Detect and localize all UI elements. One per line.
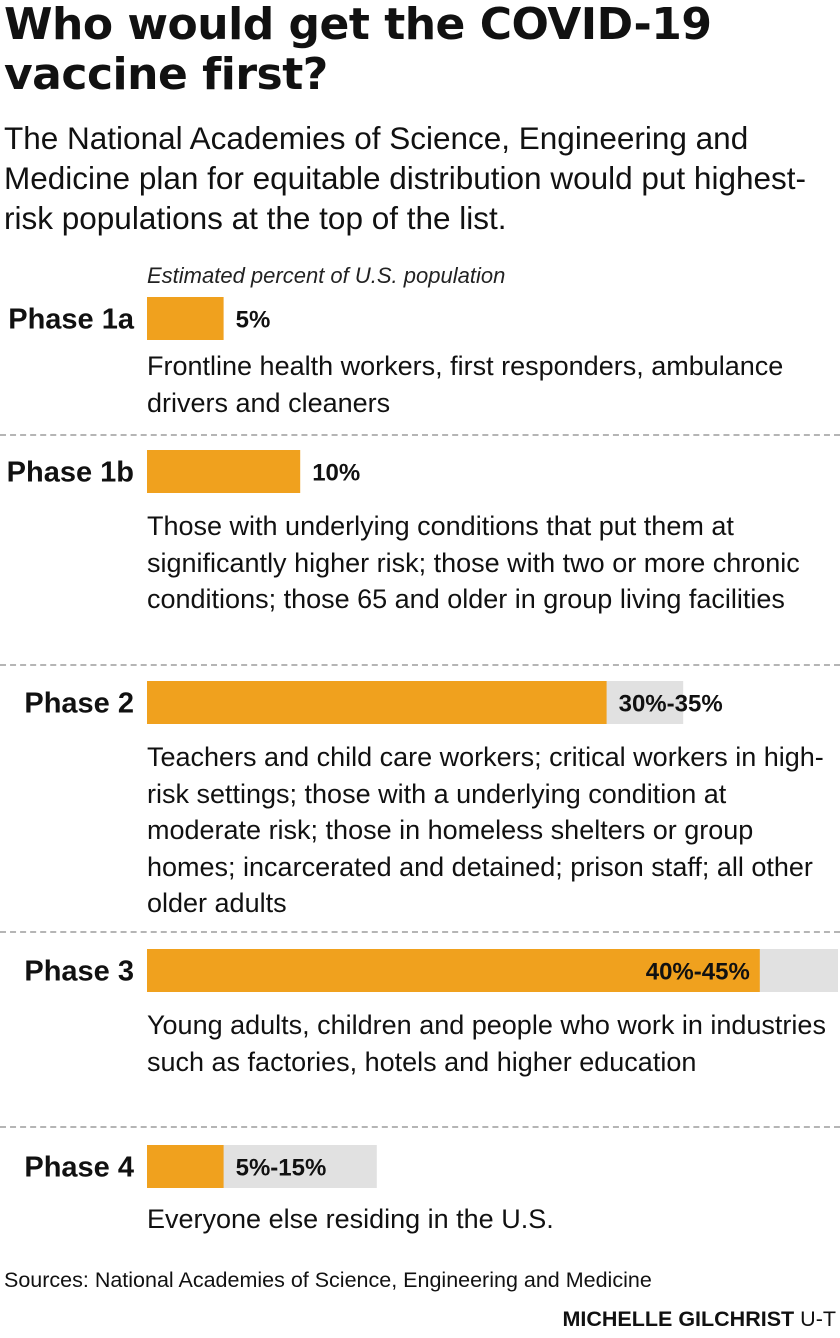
- byline-org: U-T: [800, 1307, 836, 1331]
- phase-label: Phase 1b: [7, 457, 134, 489]
- phase-description: Young adults, children and people who wo…: [147, 1010, 826, 1077]
- byline: MICHELLE GILCHRIST U-T: [562, 1305, 836, 1333]
- phase-label: Phase 1a: [8, 304, 135, 336]
- phase-bar: [147, 1145, 224, 1188]
- phase-label: Phase 3: [24, 956, 134, 988]
- phase-bar: [147, 681, 607, 724]
- phase-value-label: 5%: [236, 307, 271, 334]
- phase-divider: [0, 664, 840, 666]
- chart-subtitle: The National Academies of Science, Engin…: [4, 120, 806, 236]
- phase-bar: [147, 949, 760, 992]
- phase-description: Frontline health workers, first responde…: [147, 351, 784, 418]
- phase-description: Those with underlying conditions that pu…: [147, 511, 800, 614]
- phase-bar: [147, 450, 301, 493]
- phase-description: Everyone else residing in the U.S.: [147, 1204, 554, 1234]
- byline-name: MICHELLE GILCHRIST: [562, 1307, 795, 1331]
- phase-value-label: 10%: [312, 460, 360, 487]
- phase-value-label: 40%-45%: [646, 959, 750, 986]
- phase-value-label: 5%-15%: [236, 1155, 327, 1182]
- phase-divider: [0, 434, 840, 436]
- phase-label: Phase 2: [24, 688, 134, 720]
- chart-title: Who would get the COVID-19 vaccine first…: [4, 0, 712, 100]
- chart-subhead: Estimated percent of U.S. population: [147, 263, 506, 288]
- phase-description: Teachers and child care workers; critica…: [147, 742, 824, 918]
- phase-bar: [147, 297, 224, 340]
- phase-divider: [0, 1126, 840, 1128]
- phase-label: Phase 4: [24, 1152, 134, 1184]
- source-note: Sources: National Academies of Science, …: [4, 1268, 652, 1292]
- phase-value-label: 30%-35%: [619, 691, 723, 718]
- phase-divider: [0, 931, 840, 933]
